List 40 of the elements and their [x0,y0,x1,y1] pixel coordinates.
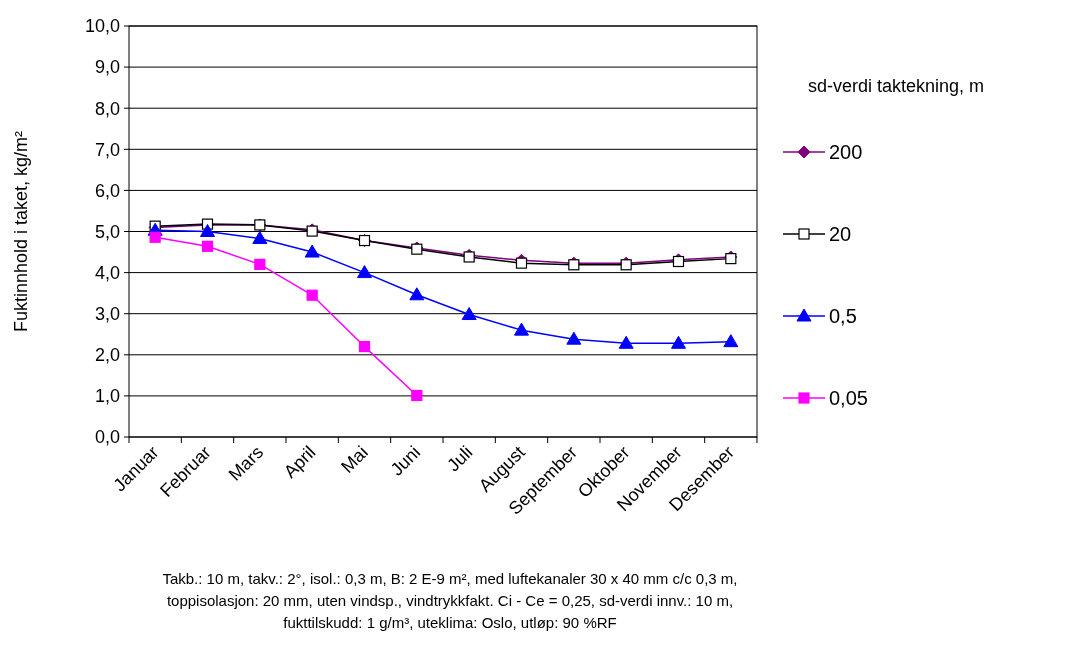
text: fukttilskudd: 1 g/m³, uteklima: Oslo, utløp: 90 %RF [283,614,617,631]
point [411,389,423,402]
y-axis-title: Fuktinnhold i taket, kg/m² [11,130,31,333]
point [514,322,529,336]
point [254,258,266,270]
point [515,257,528,269]
y-tick-label: 1,0 [94,386,120,407]
y-tick-label: 3,0 [94,304,120,324]
point [409,287,425,301]
point [357,265,372,279]
y-tick-label: 7,0 [94,139,120,160]
y-tick-label: 9,0 [94,57,120,78]
point [200,224,215,237]
y-tick-label: 5,0 [94,221,120,242]
point [306,289,318,301]
legend-label: 0,05 [829,387,868,409]
point [461,307,477,321]
point [618,335,634,349]
point [149,231,161,243]
x-tick-label: Juli [443,442,477,476]
y-tick-label: 8,0 [94,98,120,119]
legend-title: sd-verdi taktekning, m [808,76,985,96]
y-tick-label: 2,0 [94,345,120,366]
y-tick-label: 6,0 [94,180,120,201]
y-tick-label: 4,0 [94,262,120,283]
point [304,244,320,258]
legend-label: 20 [829,223,852,245]
y-tick-label: 0,0 [94,427,120,448]
y-tick-label: 10,0 [84,16,120,37]
legend-label: 200 [829,141,863,163]
point [201,240,214,252]
point [723,334,739,348]
point [566,331,582,345]
text: Takb.: 10 m, takv.: 2°, isol.: 0,3 m, B: 2 E-9 m², med luftekanaler 30 x 40 mm c/c 0,3 m, [162,570,738,587]
legend-label: 0,5 [829,305,857,327]
point [358,340,371,353]
text: toppisolasjon: 20 mm, uten vindsp., vindtrykkfakt. Ci - Ce = 0,25, sd-verdi innv.: 10 m, [166,592,734,609]
point [671,335,686,349]
x-tick-label: Mai [337,442,372,477]
point [252,230,268,244]
